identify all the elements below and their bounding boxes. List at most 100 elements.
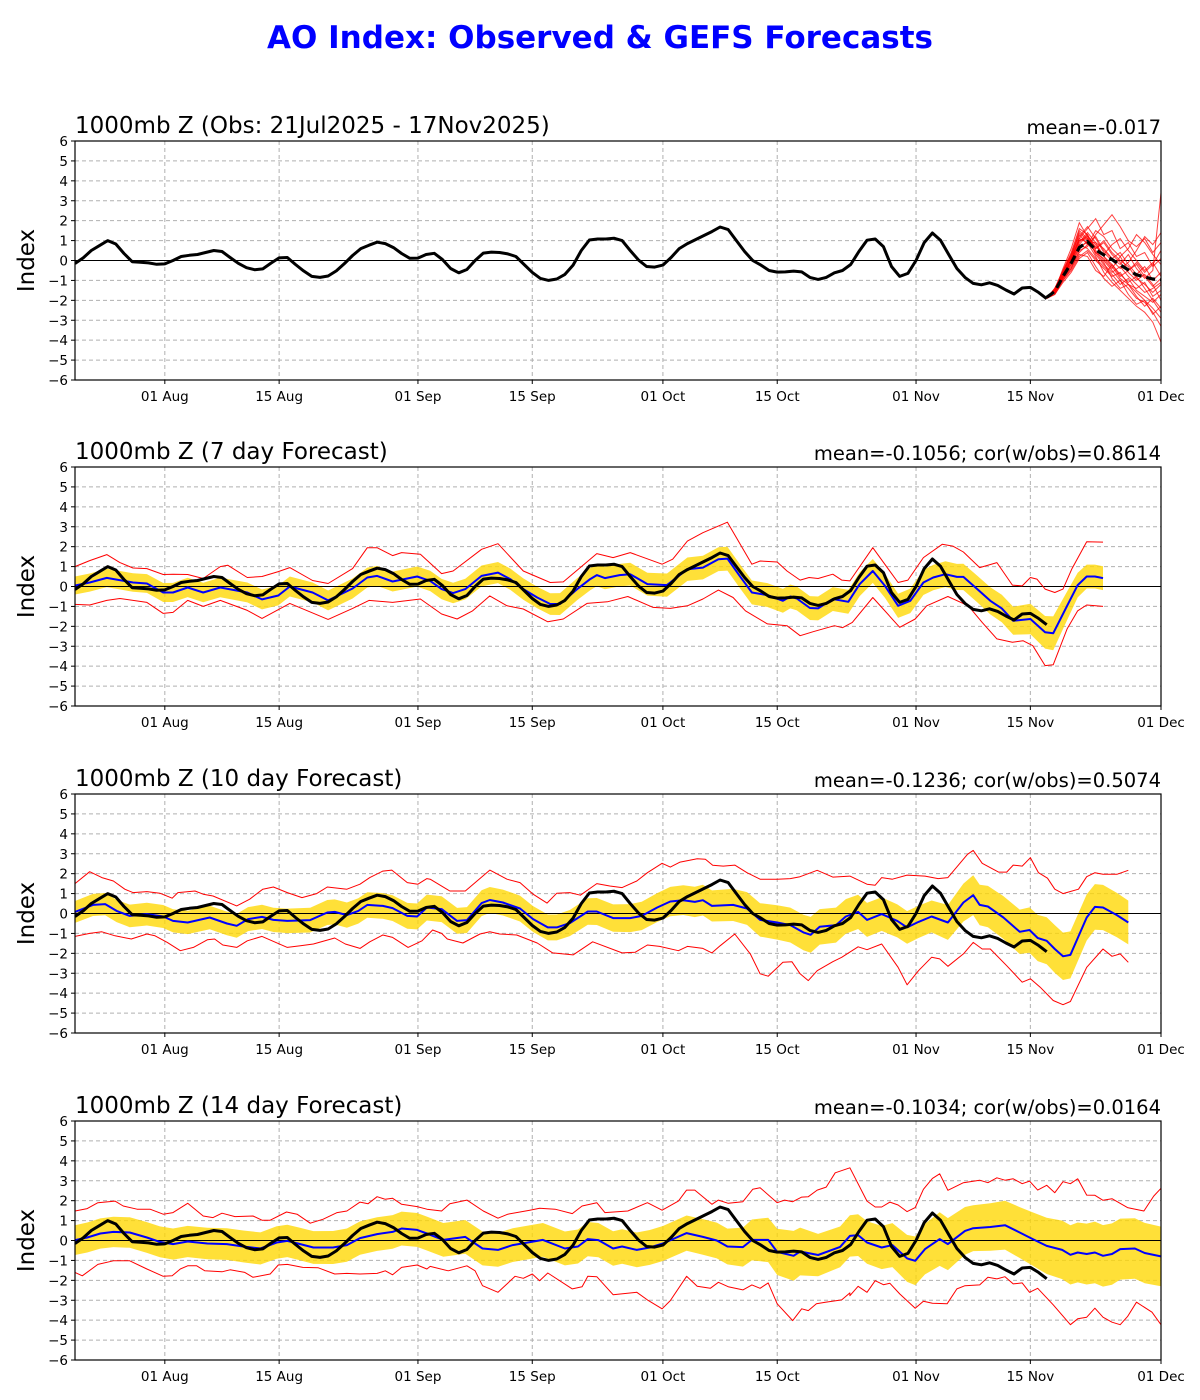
x-tick-label: 01 Dec	[1137, 715, 1185, 731]
y-tick-label: 1	[59, 887, 68, 903]
x-tick-label: 01 Dec	[1137, 1369, 1185, 1385]
y-tick-label: 4	[59, 174, 68, 190]
y-tick-label: 3	[59, 194, 68, 210]
y-tick-label: −6	[48, 699, 68, 715]
y-tick-label: 6	[59, 787, 68, 803]
ensemble-mean-line	[75, 557, 1104, 635]
x-tick-label: 01 Dec	[1137, 389, 1185, 405]
axes-frame	[74, 793, 1162, 1034]
x-tick-label: 01 Sep	[394, 715, 441, 731]
ensemble-mean-line	[75, 1224, 1161, 1262]
ensemble-mean-line	[75, 894, 1129, 958]
plot-area	[75, 192, 1161, 343]
y-tick-label: −2	[48, 293, 68, 309]
x-tick-label: 15 Oct	[755, 1369, 800, 1385]
x-tick-label: 01 Sep	[394, 389, 441, 405]
y-tick-label: −2	[48, 619, 68, 635]
observed-line	[75, 878, 1048, 953]
ensemble-mean-dashed-line	[1045, 239, 1161, 299]
ensemble-member-line	[1046, 253, 1161, 313]
ensemble-min-line	[75, 929, 1129, 1006]
x-tick-label: 15 Oct	[755, 389, 800, 405]
y-tick-label: −6	[48, 1026, 68, 1042]
y-tick-label: 3	[59, 520, 68, 536]
panel-1: 1000mb Z (Obs: 21Jul2025 - 17Nov2025) mea…	[14, 113, 1185, 405]
spread-band	[75, 546, 1103, 651]
y-tick-label: 2	[59, 214, 68, 230]
y-tick-label: −1	[48, 599, 68, 615]
y-tick-label: −1	[48, 926, 68, 942]
y-tick-label: 0	[59, 907, 68, 923]
y-tick-label: 4	[59, 1154, 68, 1170]
x-tick-label: 01 Aug	[141, 389, 189, 405]
y-tick-label: 6	[59, 134, 68, 150]
ensemble-max-line	[75, 521, 1104, 593]
y-tick-label: 1	[59, 1214, 68, 1230]
panel-stats: mean=-0.1034; cor(w/obs)=0.0164	[814, 1096, 1161, 1119]
x-tick-label: 01 Oct	[641, 389, 686, 405]
x-tick-label: 15 Sep	[509, 389, 556, 405]
panel-stats: mean=-0.1236; cor(w/obs)=0.5074	[814, 769, 1161, 792]
y-tick-label: 6	[59, 460, 68, 476]
panel-stats: mean=-0.1056; cor(w/obs)=0.8614	[814, 442, 1161, 465]
axes-frame	[74, 466, 1162, 707]
y-tick-label: 2	[59, 540, 68, 556]
y-tick-label: −4	[48, 986, 68, 1002]
spread-band	[75, 1200, 1161, 1287]
observed-line	[75, 551, 1048, 626]
panel-title: 1000mb Z (10 day Forecast)	[75, 766, 402, 792]
x-tick-label: 15 Aug	[255, 1042, 303, 1058]
x-tick-label: 01 Aug	[141, 1369, 189, 1385]
y-tick-label: −5	[48, 1333, 68, 1349]
panel-3: 1000mb Z (10 day Forecast) mean=-0.1236; …	[14, 766, 1185, 1058]
panel-title: 1000mb Z (Obs: 21Jul2025 - 17Nov2025)	[75, 113, 550, 139]
ensemble-member-line	[1046, 251, 1161, 316]
y-tick-label: −5	[48, 353, 68, 369]
x-tick-label: 01 Sep	[394, 1042, 441, 1058]
y-tick-label: 6	[59, 1114, 68, 1130]
x-tick-label: 01 Aug	[141, 715, 189, 731]
x-tick-label: 01 Nov	[892, 389, 940, 405]
x-tick-label: 01 Aug	[141, 1042, 189, 1058]
ensemble-max-line	[75, 1167, 1161, 1224]
y-tick-label: 2	[59, 867, 68, 883]
y-tick-label: −6	[48, 373, 68, 389]
ensemble-max-line	[75, 849, 1129, 907]
y-tick-label: 4	[59, 500, 68, 516]
x-tick-label: 01 Nov	[892, 1369, 940, 1385]
x-tick-label: 15 Nov	[1006, 715, 1054, 731]
panel-4: 1000mb Z (14 day Forecast) mean=-0.1034; …	[14, 1093, 1185, 1385]
x-tick-label: 15 Sep	[509, 1369, 556, 1385]
y-tick-label: 1	[59, 234, 68, 250]
y-tick-label: −3	[48, 1293, 68, 1309]
y-tick-label: 5	[59, 807, 68, 823]
panel-2: 1000mb Z (7 day Forecast) mean=-0.1056; c…	[14, 439, 1185, 731]
x-tick-label: 15 Aug	[255, 1369, 303, 1385]
x-tick-label: 01 Dec	[1137, 1042, 1185, 1058]
x-tick-label: 01 Nov	[892, 1042, 940, 1058]
x-tick-label: 15 Sep	[509, 1042, 556, 1058]
ensemble-min-line	[75, 1260, 1161, 1326]
y-tick-label: −5	[48, 1006, 68, 1022]
y-tick-label: 1	[59, 560, 68, 576]
y-tick-label: 3	[59, 847, 68, 863]
plot-area	[75, 521, 1161, 667]
y-tick-label: −1	[48, 273, 68, 289]
x-tick-label: 01 Oct	[641, 1042, 686, 1058]
y-axis-label: Index	[14, 882, 40, 945]
y-tick-label: 0	[59, 580, 68, 596]
plot-area	[75, 1167, 1161, 1326]
x-tick-label: 15 Nov	[1006, 1042, 1054, 1058]
y-tick-label: −3	[48, 639, 68, 655]
x-tick-label: 15 Aug	[255, 389, 303, 405]
x-tick-label: 15 Nov	[1006, 389, 1054, 405]
observed-line	[75, 225, 1048, 300]
y-tick-label: 5	[59, 1134, 68, 1150]
y-tick-label: 0	[59, 254, 68, 270]
x-tick-label: 01 Nov	[892, 715, 940, 731]
y-tick-label: 5	[59, 154, 68, 170]
y-tick-label: −4	[48, 659, 68, 675]
spread-band	[75, 875, 1129, 980]
observed-line	[75, 1205, 1048, 1280]
plot-area	[75, 849, 1161, 1006]
